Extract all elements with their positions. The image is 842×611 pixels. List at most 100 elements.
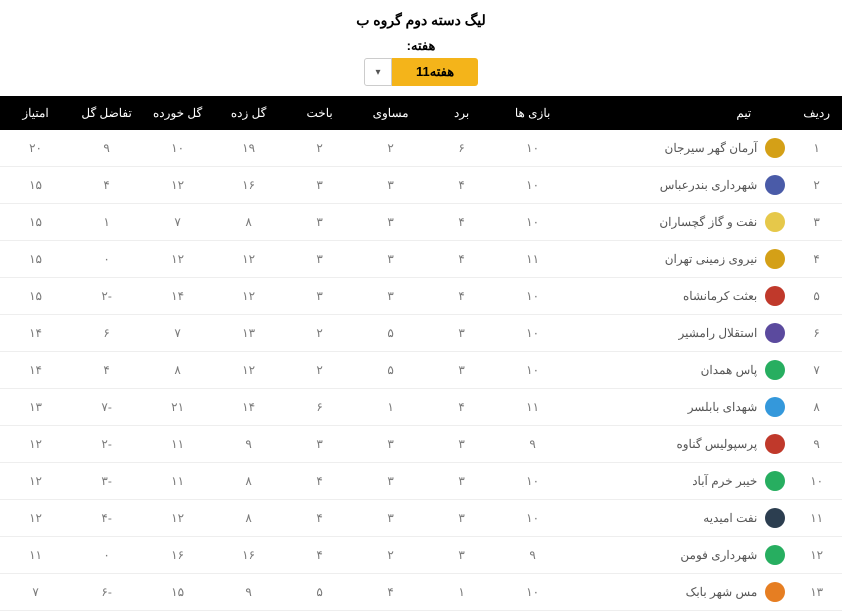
chevron-down-icon: ▾ [375,67,380,78]
cell-played: ۱۰ [497,574,568,611]
cell-gf: ۱۶ [213,167,284,204]
cell-drawn: ۵ [355,352,426,389]
cell-played: ۱۱ [497,241,568,278]
cell-rank: ۱۰ [791,463,842,500]
league-title: لیگ دسته دوم گروه ب [0,0,842,37]
cell-lost: ۴ [284,463,355,500]
week-dropdown-button[interactable]: ▾ [364,58,392,86]
team-logo-icon [765,138,785,158]
cell-pts: ۱۲ [0,463,71,500]
cell-played: ۱۰ [497,352,568,389]
cell-gd: ۴ [71,167,142,204]
week-selected: هفته11 [392,58,478,86]
team-name: شهرداری بندرعباس [660,178,758,192]
cell-rank: ۶ [791,315,842,352]
cell-drawn: ۱ [355,389,426,426]
cell-rank: ۴ [791,241,842,278]
cell-pts: ۱۴ [0,352,71,389]
team-logo-icon [765,434,785,454]
team-name: خیبر خرم آباد [692,474,757,488]
cell-gf: ۱۲ [213,278,284,315]
col-ga: گل خورده [142,96,213,130]
cell-gd: -۳ [71,463,142,500]
cell-team: پاس همدان [568,352,791,389]
team-name: شهدای بابلسر [688,400,758,414]
team-name: شهرداری فومن [680,548,757,562]
cell-team: شهرداری فومن [568,537,791,574]
team-logo-icon [765,545,785,565]
cell-pts: ۱۵ [0,204,71,241]
cell-ga: ۱۴ [142,278,213,315]
cell-ga: ۱۵ [142,574,213,611]
team-logo-icon [765,323,785,343]
cell-played: ۱۰ [497,500,568,537]
cell-played: ۹ [497,537,568,574]
table-row: ۶استقلال رامشیر۱۰۳۵۲۱۳۷۶۱۴ [0,315,842,352]
team-name: نیروی زمینی تهران [665,252,758,266]
cell-won: ۳ [426,315,497,352]
cell-won: ۴ [426,204,497,241]
cell-drawn: ۲ [355,537,426,574]
cell-gf: ۸ [213,500,284,537]
team-logo-icon [765,175,785,195]
cell-gf: ۱۴ [213,389,284,426]
cell-won: ۴ [426,389,497,426]
table-row: ۲شهرداری بندرعباس۱۰۴۳۳۱۶۱۲۴۱۵ [0,167,842,204]
cell-pts: ۱۱ [0,537,71,574]
table-row: ۱۳مس شهر بابک۱۰۱۴۵۹۱۵-۶۷ [0,574,842,611]
cell-played: ۱۰ [497,278,568,315]
table-row: ۹پرسپولیس گناوه۹۳۳۳۹۱۱-۲۱۲ [0,426,842,463]
cell-pts: ۱۴ [0,315,71,352]
cell-lost: ۵ [284,574,355,611]
cell-team: آرمان گهر سیرجان [568,130,791,167]
cell-won: ۴ [426,241,497,278]
week-selector[interactable]: هفته11 ▾ [0,58,842,86]
cell-rank: ۹ [791,426,842,463]
table-row: ۷پاس همدان۱۰۳۵۲۱۲۸۴۱۴ [0,352,842,389]
col-rank: ردیف [791,96,842,130]
cell-rank: ۵ [791,278,842,315]
cell-lost: ۳ [284,278,355,315]
cell-played: ۱۰ [497,315,568,352]
cell-gf: ۸ [213,204,284,241]
team-name: بعثت کرمانشاه [683,289,757,303]
cell-team: پرسپولیس گناوه [568,426,791,463]
cell-lost: ۳ [284,241,355,278]
cell-ga: ۱۱ [142,426,213,463]
cell-team: شهدای بابلسر [568,389,791,426]
table-header-row: ردیف تیم بازی ها برد مساوی باخت گل زده گ… [0,96,842,130]
cell-drawn: ۳ [355,167,426,204]
cell-lost: ۴ [284,537,355,574]
team-logo-icon [765,286,785,306]
team-name: آرمان گهر سیرجان [665,141,758,155]
cell-won: ۱ [426,574,497,611]
cell-rank: ۱۳ [791,574,842,611]
cell-lost: ۲ [284,352,355,389]
cell-played: ۱۰ [497,204,568,241]
cell-ga: ۱۲ [142,241,213,278]
cell-played: ۹ [497,426,568,463]
cell-lost: ۴ [284,500,355,537]
cell-rank: ۱۲ [791,537,842,574]
cell-team: نفت امیدیه [568,500,791,537]
standings-table: ردیف تیم بازی ها برد مساوی باخت گل زده گ… [0,96,842,611]
table-row: ۱۲شهرداری فومن۹۳۲۴۱۶۱۶۰۱۱ [0,537,842,574]
table-row: ۱آرمان گهر سیرجان۱۰۶۲۲۱۹۱۰۹۲۰ [0,130,842,167]
cell-rank: ۲ [791,167,842,204]
cell-team: بعثت کرمانشاه [568,278,791,315]
col-won: برد [426,96,497,130]
cell-pts: ۲۰ [0,130,71,167]
cell-gd: ۰ [71,537,142,574]
cell-gd: -۲ [71,278,142,315]
cell-won: ۴ [426,167,497,204]
week-label: هفته: [407,38,436,54]
cell-lost: ۲ [284,130,355,167]
team-logo-icon [765,212,785,232]
col-gf: گل زده [213,96,284,130]
cell-ga: ۸ [142,352,213,389]
cell-won: ۳ [426,426,497,463]
cell-lost: ۳ [284,204,355,241]
cell-gf: ۹ [213,426,284,463]
cell-won: ۳ [426,500,497,537]
cell-drawn: ۳ [355,278,426,315]
